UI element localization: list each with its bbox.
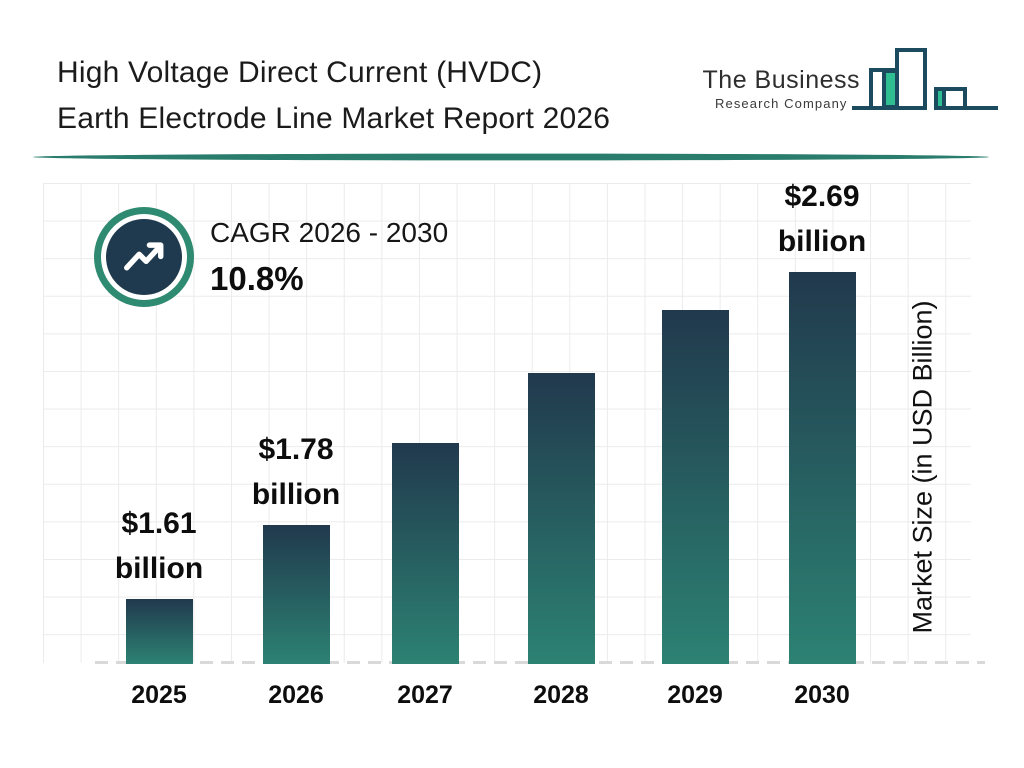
x-axis-label-2030: 2030 <box>794 681 850 709</box>
cagr-period-label: CAGR 2026 - 2030 <box>210 217 449 248</box>
cagr-badge <box>94 207 194 307</box>
y-axis-title: Market Size (in USD Billion) <box>907 300 938 634</box>
bar-2025 <box>125 599 193 664</box>
trend-up-arrow-icon <box>124 242 164 271</box>
teal-divider-line <box>33 153 989 161</box>
bar-2028 <box>527 373 595 664</box>
cagr-badge-white-ring <box>101 214 187 300</box>
bar-2026 <box>262 525 330 664</box>
value-label-unit: billion <box>777 225 867 258</box>
x-axis-label-2027: 2027 <box>397 681 453 709</box>
x-axis-label-2029: 2029 <box>667 681 723 709</box>
bar-2027 <box>391 443 459 664</box>
page-title: High Voltage Direct Current (HVDC) Earth… <box>57 50 610 142</box>
logo-tall-bar <box>895 48 927 110</box>
company-name: The Business <box>702 66 860 94</box>
cagr-percentage-value: 10.8% <box>210 260 304 297</box>
logo-small-bar <box>942 87 967 110</box>
value-label-2030: $2.69 billion <box>778 174 866 264</box>
x-axis-label-2026: 2026 <box>268 681 324 709</box>
divider-ellipse <box>33 153 989 161</box>
company-logo: The Business Research Company <box>703 40 998 130</box>
value-label-amount: $2.69 <box>784 180 860 213</box>
x-axis-label-2025: 2025 <box>131 681 187 709</box>
value-label-amount: $1.61 <box>121 507 197 540</box>
page-title-line1: High Voltage Direct Current (HVDC) <box>57 56 543 89</box>
logo-green-bar-large <box>882 69 899 109</box>
value-label-unit: billion <box>251 478 341 511</box>
page-title-line2: Earth Electrode Line Market Report 2026 <box>57 102 611 135</box>
bar-2029 <box>661 310 729 664</box>
value-label-unit: billion <box>114 552 204 585</box>
bar-chart-logo-icon <box>852 48 998 110</box>
bar-2030 <box>788 272 856 664</box>
value-label-2026: $1.78 billion <box>252 427 340 517</box>
company-logo-text: The Business Research Company <box>703 66 860 111</box>
value-label-2025: $1.61 billion <box>115 501 203 591</box>
cagr-badge-circle <box>106 219 182 295</box>
logo-outline-group <box>852 48 998 110</box>
value-label-amount: $1.78 <box>258 433 334 466</box>
x-axis-label-2028: 2028 <box>533 681 589 709</box>
company-subname: Research Company <box>715 96 848 111</box>
